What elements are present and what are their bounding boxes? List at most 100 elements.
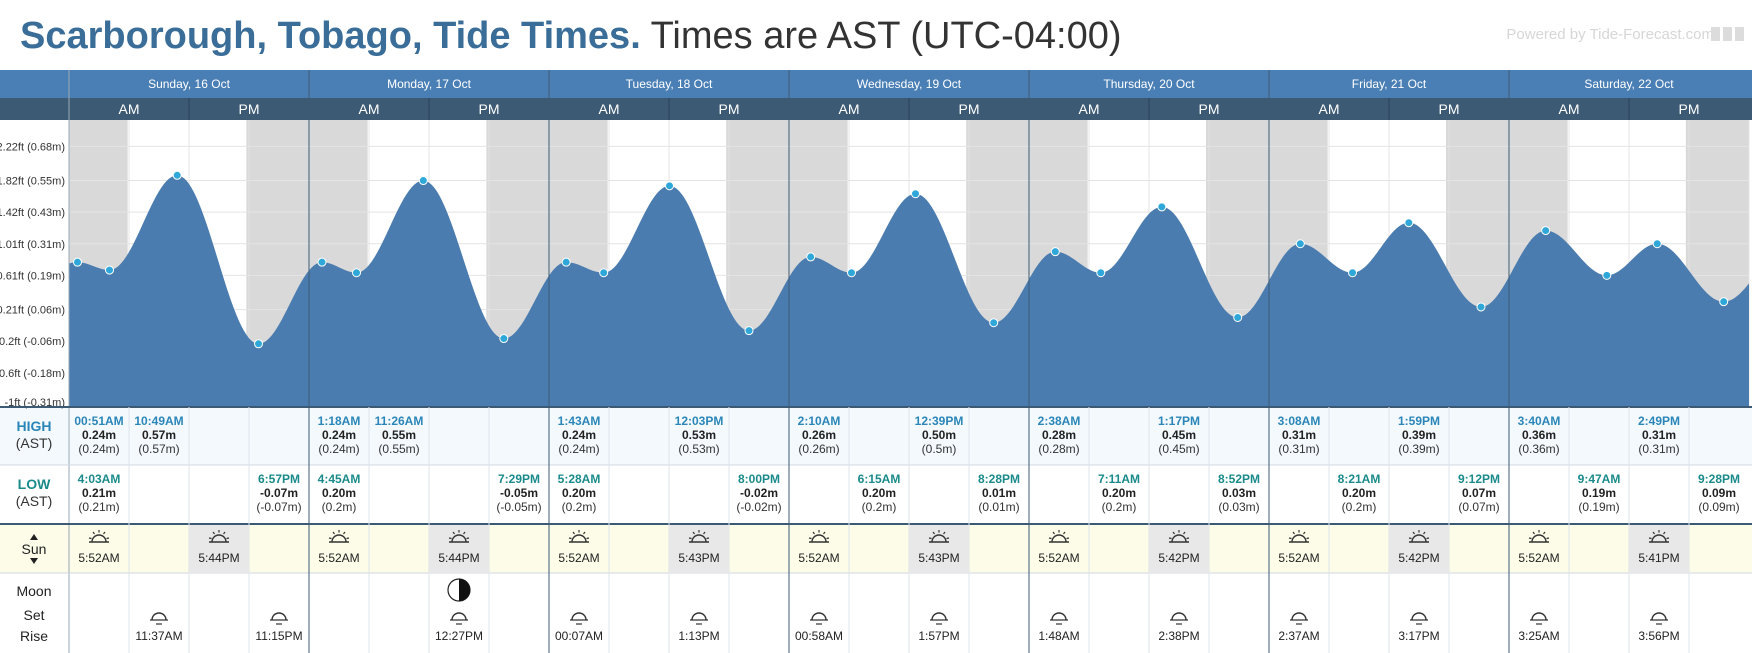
high-tide-height: 0.36m xyxy=(1522,428,1556,442)
tide-point[interactable] xyxy=(847,268,856,278)
low-tide-time: 9:12PM xyxy=(1458,472,1500,486)
moon-arc xyxy=(691,612,707,621)
sun-ray xyxy=(226,537,230,540)
sun-ray xyxy=(212,531,215,535)
share-icon-1[interactable] xyxy=(1711,27,1720,41)
tide-point[interactable] xyxy=(73,257,82,267)
tide-point[interactable] xyxy=(1233,312,1243,322)
tide-point[interactable] xyxy=(1541,226,1551,236)
low-tide-height-paren: (0.07m) xyxy=(1458,500,1499,514)
low-tide-height-paren: (0.21m) xyxy=(78,500,119,514)
sun-ray xyxy=(1423,531,1426,535)
high-row-label: HIGH xyxy=(17,418,52,434)
sun-ray xyxy=(346,537,350,540)
moon-arc xyxy=(1171,612,1187,621)
tide-point[interactable] xyxy=(418,176,428,186)
low-tide-height: 0.20m xyxy=(1102,486,1136,500)
sunset-icon xyxy=(1408,530,1430,543)
tide-point[interactable] xyxy=(744,326,754,336)
tide-point[interactable] xyxy=(561,257,571,267)
sun-ray xyxy=(103,531,106,535)
moon-set-icon xyxy=(450,612,468,625)
tide-point[interactable] xyxy=(1050,247,1060,257)
low-tide-height-paren: (0.01m) xyxy=(978,500,1019,514)
sun-row-label: Sun xyxy=(22,541,47,557)
sun-ray xyxy=(706,537,710,540)
high-tide-height: 0.24m xyxy=(562,428,596,442)
tide-point[interactable] xyxy=(1295,239,1305,249)
tide-point[interactable] xyxy=(317,257,327,267)
tide-point[interactable] xyxy=(1719,297,1729,307)
sun-arc xyxy=(691,534,707,543)
share-icons[interactable] xyxy=(1711,27,1744,41)
tide-point[interactable] xyxy=(172,170,182,180)
sun-ray xyxy=(1532,531,1535,535)
sunset-icon xyxy=(448,530,470,543)
tide-point[interactable] xyxy=(1348,268,1357,278)
tide-point[interactable] xyxy=(1404,218,1414,228)
low-tide-height-paren: (0.2m) xyxy=(862,500,897,514)
tide-point[interactable] xyxy=(1602,270,1612,280)
tide-point[interactable] xyxy=(911,189,920,199)
high-tide-height: 0.28m xyxy=(1042,428,1076,442)
low-tide-height: 0.20m xyxy=(322,486,356,500)
moon-set-icon xyxy=(150,612,168,625)
moon-arc xyxy=(571,612,587,621)
tide-point[interactable] xyxy=(1476,302,1486,312)
sun-ray xyxy=(946,537,950,540)
moon-set-time: 1:13PM xyxy=(678,629,719,643)
moon-rise-icon xyxy=(810,612,828,625)
tide-point[interactable] xyxy=(599,268,609,278)
pm-label: PM xyxy=(1199,101,1220,117)
y-tick-label: 2.22ft (0.68m) xyxy=(0,141,65,153)
low-tide-time: 6:57PM xyxy=(258,472,300,486)
sun-arc xyxy=(211,534,227,543)
tide-point[interactable] xyxy=(989,318,999,328)
high-tide-height: 0.55m xyxy=(382,428,416,442)
sun-ray xyxy=(1186,537,1190,540)
tide-point[interactable] xyxy=(1652,239,1662,249)
am-label: AM xyxy=(839,101,860,117)
high-tide-time: 12:39PM xyxy=(915,414,964,428)
sun-ray xyxy=(466,537,470,540)
tide-point[interactable] xyxy=(1096,268,1106,278)
low-tide-height: 0.09m xyxy=(1702,486,1736,500)
high-tide-time: 3:40AM xyxy=(1518,414,1561,428)
share-icon-3[interactable] xyxy=(1735,27,1744,41)
sunset-icon xyxy=(928,530,950,543)
high-tide-height: 0.31m xyxy=(1282,428,1316,442)
sunset-cell xyxy=(909,525,969,573)
high-tide-height-paren: (0.24m) xyxy=(558,442,599,456)
ampm-band xyxy=(0,98,1752,120)
day-label: Friday, 21 Oct xyxy=(1352,77,1427,91)
tide-point[interactable] xyxy=(105,265,114,275)
tide-point[interactable] xyxy=(352,268,361,278)
sun-ray xyxy=(1408,537,1412,540)
low-tide-height: 0.01m xyxy=(982,486,1016,500)
day-label: Tuesday, 18 Oct xyxy=(626,77,713,91)
tide-point[interactable] xyxy=(806,252,816,262)
sunrise-time: 5:52AM xyxy=(798,551,839,565)
moon-set-time: 3:17PM xyxy=(1398,629,1439,643)
moon-arc xyxy=(811,612,827,621)
day-label: Wednesday, 19 Oct xyxy=(857,77,962,91)
low-tide-time: 7:11AM xyxy=(1098,472,1140,486)
y-tick-label: 0.21ft (0.06m) xyxy=(0,305,65,317)
sunset-time: 5:43PM xyxy=(918,551,959,565)
sun-ray xyxy=(1652,531,1655,535)
sunset-time: 5:42PM xyxy=(1398,551,1439,565)
tide-point[interactable] xyxy=(254,339,263,349)
moon-set-icon xyxy=(690,612,708,625)
powered-by-link[interactable]: Powered by Tide-Forecast.com xyxy=(1506,26,1714,43)
high-tide-height: 0.53m xyxy=(682,428,716,442)
moon-rise-time: 11:15PM xyxy=(255,629,302,643)
tide-point[interactable] xyxy=(499,334,509,344)
low-tide-time: 8:00PM xyxy=(738,472,780,486)
share-icon-2[interactable] xyxy=(1723,27,1732,41)
tide-point[interactable] xyxy=(1157,202,1167,212)
high-tide-height-paren: (0.39m) xyxy=(1398,442,1439,456)
sunset-cell xyxy=(429,525,489,573)
sun-ray xyxy=(943,531,946,535)
sunrise-icon xyxy=(808,530,830,543)
tide-point[interactable] xyxy=(665,181,674,191)
